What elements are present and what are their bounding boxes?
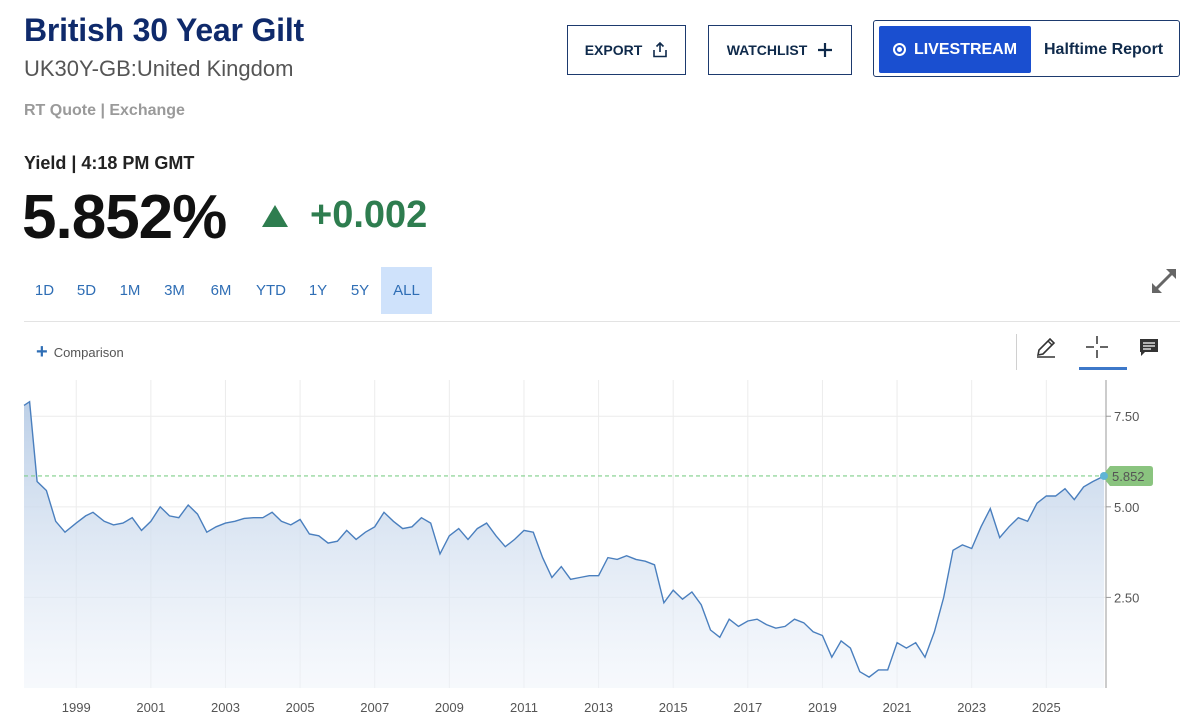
watchlist-label: WATCHLIST (726, 42, 808, 58)
comment-icon[interactable] (1132, 330, 1166, 364)
chart-area-fill (24, 401, 1105, 688)
y-tick-label: 5.00 (1114, 500, 1139, 515)
page-title: British 30 Year Gilt (24, 12, 304, 48)
x-tick-label: 2013 (584, 700, 613, 715)
halftime-report-link[interactable]: Halftime Report (1044, 40, 1164, 58)
current-value-badge-bg (1102, 465, 1153, 486)
export-button[interactable]: EXPORT (567, 25, 686, 75)
toolbar-divider (1016, 334, 1017, 370)
expand-icon[interactable] (1148, 265, 1180, 297)
comparison-button[interactable]: + Comparison (36, 342, 124, 362)
range-1m[interactable]: 1M (119, 282, 141, 299)
active-tool-indicator (1079, 367, 1127, 370)
range-5y[interactable]: 5Y (350, 282, 370, 299)
plus-icon (818, 43, 833, 57)
current-value-marker (1100, 471, 1108, 480)
radio-dot-icon (892, 43, 906, 56)
x-tick-label: 2001 (136, 700, 165, 715)
x-tick-label: 2007 (360, 700, 389, 715)
y-tick-label: 2.50 (1114, 590, 1139, 605)
plus-icon: + (36, 341, 48, 363)
symbol-subtitle: UK30Y-GB:United Kingdom (24, 56, 294, 81)
x-tick-label: 2009 (435, 700, 464, 715)
x-tick-label: 2005 (286, 700, 315, 715)
export-label: EXPORT (584, 42, 643, 58)
range-all[interactable]: ALL (381, 267, 432, 314)
range-3m[interactable]: 3M (164, 282, 185, 299)
time-range-selector: 1D 5D 1M 3M 6M YTD 1Y 5Y ALL (24, 267, 432, 314)
range-1y[interactable]: 1Y (308, 282, 328, 299)
x-axis: 1999 2001 2003 2005 2007 2009 2011 2013 2015 2017… (62, 700, 1061, 715)
current-value-badge: 5.852 (1100, 465, 1153, 486)
x-tick-label: 2011 (510, 700, 538, 715)
quote-source: RT Quote | Exchange (24, 102, 185, 119)
crosshair-icon[interactable] (1080, 330, 1114, 364)
range-5d[interactable]: 5D (76, 282, 97, 299)
current-value-label: 5.852 (1112, 469, 1145, 484)
last-price: 5.852% (22, 183, 227, 252)
up-arrow-icon (262, 204, 288, 227)
livestream-label: LIVESTREAM (913, 40, 1018, 58)
x-tick-label: 2021 (883, 700, 912, 715)
x-tick-label: 1999 (62, 700, 91, 715)
watchlist-button[interactable]: WATCHLIST (708, 25, 852, 75)
chart-series-line (23, 400, 1105, 678)
y-tick-label: 7.50 (1114, 409, 1139, 424)
x-tick-label: 2017 (733, 700, 762, 715)
pencil-icon[interactable] (1029, 330, 1063, 364)
livestream-panel: LIVESTREAM Halftime Report (873, 20, 1180, 77)
section-divider (24, 321, 1180, 322)
price-change: +0.002 (262, 194, 427, 237)
livestream-button[interactable]: LIVESTREAM (879, 26, 1031, 73)
range-6m[interactable]: 6M (210, 282, 232, 299)
yield-chart[interactable]: 2.50 5.00 7.50 1999 2001 2003 2005 2007 2009 201… (0, 372, 1199, 722)
x-tick-label: 2003 (211, 700, 240, 715)
x-tick-label: 2025 (1032, 700, 1061, 715)
x-tick-label: 2019 (808, 700, 837, 715)
x-tick-label: 2015 (659, 700, 688, 715)
range-1d[interactable]: 1D (34, 282, 55, 299)
x-tick-label: 2023 (957, 700, 986, 715)
comparison-label: Comparison (53, 344, 124, 360)
y-axis: 2.50 5.00 7.50 (1106, 409, 1139, 605)
share-icon (653, 42, 668, 58)
yield-timestamp: Yield | 4:18 PM GMT (24, 153, 195, 173)
range-ytd[interactable]: YTD (256, 282, 286, 299)
change-value: +0.002 (310, 194, 428, 236)
